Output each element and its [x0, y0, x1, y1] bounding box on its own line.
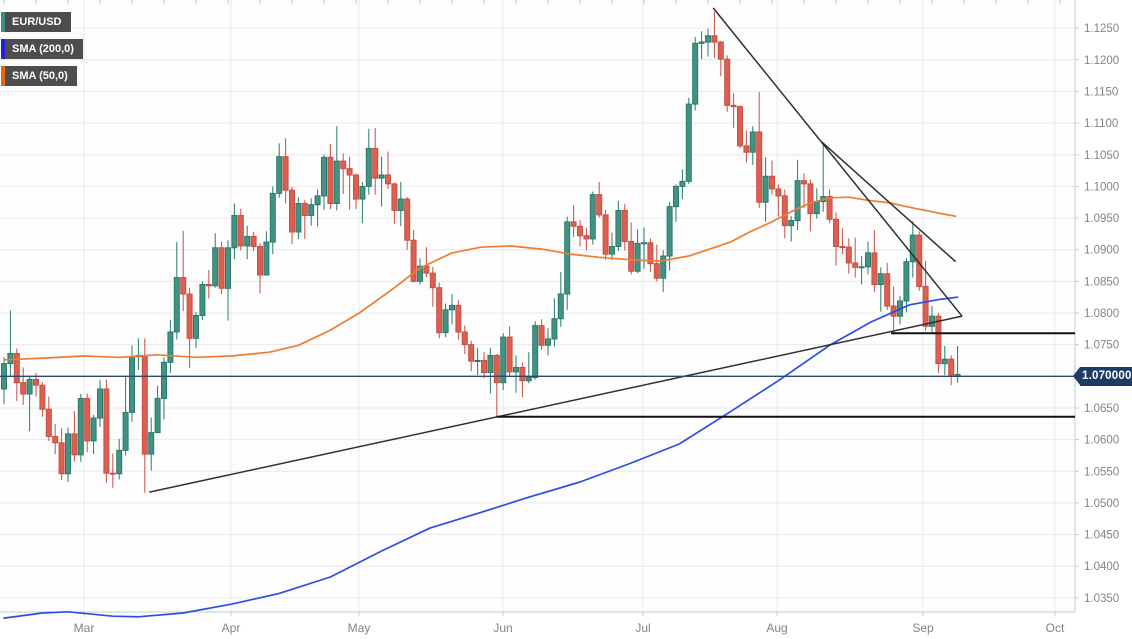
- price-tick-label: 1.0900: [1084, 245, 1119, 257]
- chart-legend: EUR/USD SMA (200,0) SMA (50,0): [1, 12, 83, 93]
- month-label: May: [348, 621, 371, 635]
- badge-arrow-icon: [1073, 367, 1080, 386]
- price-tick-label: 1.0450: [1084, 530, 1119, 542]
- price-tick-label: 1.1000: [1084, 181, 1119, 193]
- price-tick-label: 1.0750: [1084, 340, 1119, 352]
- legend-chip-sma200: SMA (200,0): [1, 39, 83, 59]
- time-axis[interactable]: Mar Apr May Jun Jul Aug Sep Oct: [74, 621, 1065, 635]
- current-price-badge: 1.070000: [1073, 366, 1132, 386]
- month-label: Apr: [222, 621, 241, 635]
- month-label: Oct: [1046, 621, 1065, 635]
- ascending-support: [149, 315, 963, 493]
- month-label: Jun: [493, 621, 512, 635]
- price-tick-label: 1.1250: [1084, 23, 1119, 35]
- price-tick-label: 1.1050: [1084, 150, 1119, 162]
- price-tick-label: 1.0800: [1084, 308, 1119, 320]
- month-label: Mar: [74, 621, 95, 635]
- price-tick-label: 1.0950: [1084, 213, 1119, 225]
- price-tick-label: 1.0400: [1084, 561, 1119, 573]
- descending-inner: [821, 141, 957, 263]
- descending-from-july-high: [712, 7, 963, 317]
- price-tick-label: 1.0350: [1084, 593, 1119, 605]
- candles-layer: [1, 11, 961, 493]
- price-tick-label: 1.0500: [1084, 498, 1119, 510]
- price-tick-label: 1.0550: [1084, 466, 1119, 478]
- price-tick-label: 1.0650: [1084, 403, 1119, 415]
- badge-value: 1.070000: [1080, 366, 1132, 386]
- trendlines-layer: [149, 7, 963, 493]
- levels-layer: [496, 332, 1075, 418]
- price-axis[interactable]: 1.1250 1.1200 1.1150 1.1100 1.1050 1.1000 1.09…: [1084, 23, 1119, 605]
- axis-borders: [0, 0, 1079, 616]
- price-tick-label: 1.1100: [1084, 118, 1118, 130]
- sma200-line: [3, 296, 959, 619]
- price-tick-label: 1.0600: [1084, 435, 1119, 447]
- price-tick-label: 1.1150: [1084, 86, 1118, 98]
- price-tick-label: 1.0850: [1084, 276, 1119, 288]
- month-label: Jul: [635, 621, 650, 635]
- price-tick-label: 1.1200: [1084, 55, 1119, 67]
- month-label: Sep: [912, 621, 934, 635]
- legend-chip-symbol: EUR/USD: [1, 12, 71, 32]
- month-label: Aug: [766, 621, 787, 635]
- legend-chip-sma50: SMA (50,0): [1, 66, 77, 86]
- sma50-line: [3, 196, 957, 361]
